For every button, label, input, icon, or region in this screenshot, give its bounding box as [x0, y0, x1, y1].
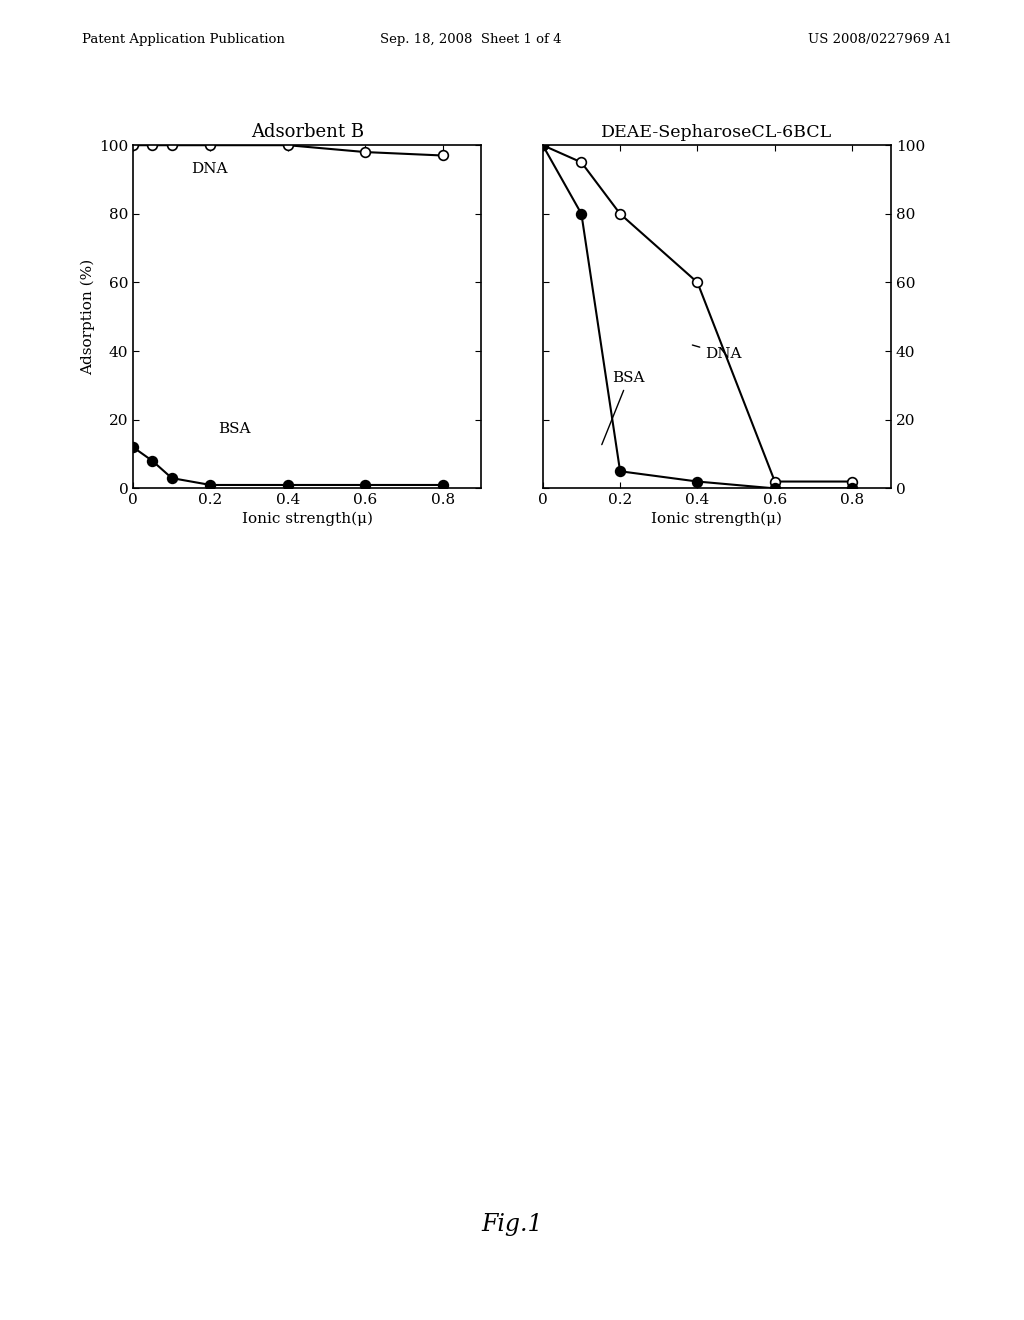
Text: US 2008/0227969 A1: US 2008/0227969 A1	[808, 33, 952, 46]
Title: Adsorbent B: Adsorbent B	[251, 123, 364, 141]
Text: Fig.1: Fig.1	[481, 1213, 543, 1237]
Text: BSA: BSA	[218, 422, 251, 437]
Text: DNA: DNA	[692, 345, 741, 360]
Text: Sep. 18, 2008  Sheet 1 of 4: Sep. 18, 2008 Sheet 1 of 4	[380, 33, 562, 46]
Title: DEAE-SepharoseCL-6BCL: DEAE-SepharoseCL-6BCL	[601, 124, 833, 141]
Text: BSA: BSA	[602, 371, 645, 445]
Text: DNA: DNA	[191, 161, 227, 176]
Y-axis label: Adsorption (%): Adsorption (%)	[81, 259, 95, 375]
X-axis label: Ionic strength(μ): Ionic strength(μ)	[651, 511, 782, 525]
Text: Patent Application Publication: Patent Application Publication	[82, 33, 285, 46]
X-axis label: Ionic strength(μ): Ionic strength(μ)	[242, 511, 373, 525]
